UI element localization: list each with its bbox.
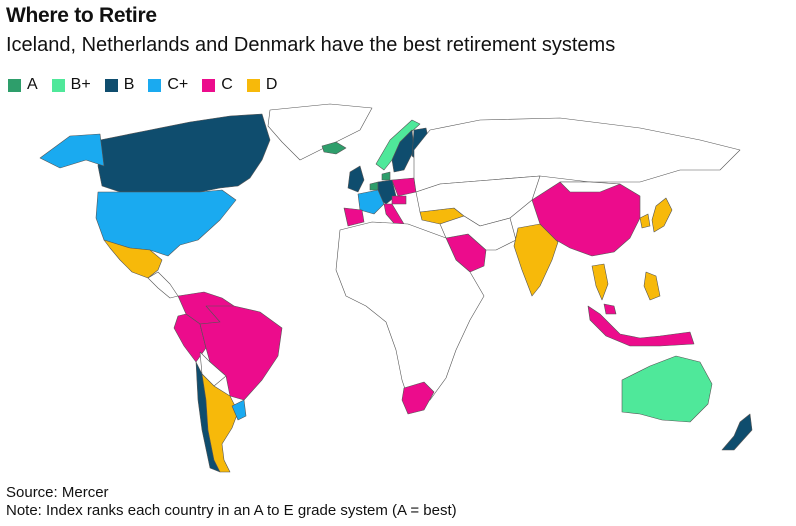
country-mongolia: [559, 181, 621, 193]
page-title: Where to Retire: [6, 4, 157, 27]
country-brazil: [199, 305, 283, 401]
country-argentina: [201, 373, 239, 473]
legend-swatch: [148, 78, 162, 92]
country-uruguay: [231, 399, 247, 421]
country-middle-east: [439, 215, 517, 251]
legend-swatch: [51, 78, 65, 92]
country-thailand: [591, 263, 609, 301]
legend-item-b: B: [104, 76, 135, 94]
legend-swatch: [202, 78, 216, 92]
country-uk: [347, 165, 365, 193]
legend-swatch: [104, 78, 118, 92]
country-south-africa: [401, 381, 435, 415]
country-australia: [621, 355, 713, 423]
country-new-zealand: [721, 413, 753, 451]
footer: Source: Mercer Note: Index ranks each co…: [6, 484, 457, 520]
legend-item-b-plus: B+: [51, 76, 91, 94]
country-central-america: [147, 271, 179, 299]
country-south-korea: [639, 213, 651, 229]
legend-item-a: A: [8, 76, 38, 94]
legend-swatch: [8, 78, 21, 92]
country-denmark: [381, 171, 391, 181]
country-bolivia: [199, 351, 227, 387]
legend-swatch: [246, 78, 260, 92]
legend-item-c-plus: C+: [148, 76, 188, 94]
legend-label: A: [27, 76, 38, 93]
country-greenland: [267, 103, 373, 161]
legend-label: B+: [70, 76, 91, 93]
legend-item-d: D: [246, 76, 278, 94]
country-russia: [413, 117, 741, 193]
country-indonesia: [587, 305, 695, 347]
country-netherlands: [369, 181, 379, 191]
legend-item-c: C: [202, 76, 233, 94]
grade-note: Note: Index ranks each country in an A t…: [6, 502, 457, 519]
country-philippines: [643, 271, 661, 301]
country-alaska: [39, 133, 105, 169]
country-france: [357, 189, 385, 215]
country-malaysia: [603, 303, 617, 315]
source-note: Source: Mercer: [6, 484, 109, 501]
country-spain: [343, 207, 365, 227]
legend: A B+ B C+ C D: [8, 76, 277, 94]
country-canada: [97, 113, 271, 193]
legend-label: C: [221, 76, 233, 93]
legend-label: B: [123, 76, 135, 93]
legend-label: D: [265, 76, 278, 93]
country-iceland: [321, 141, 347, 155]
country-austria: [391, 195, 407, 205]
world-map: [39, 103, 753, 473]
page-subtitle: Iceland, Netherlands and Denmark have th…: [6, 34, 616, 56]
country-japan: [651, 197, 673, 233]
legend-label: C+: [167, 76, 189, 93]
country-africa: [335, 221, 485, 405]
country-mexico: [103, 239, 163, 279]
